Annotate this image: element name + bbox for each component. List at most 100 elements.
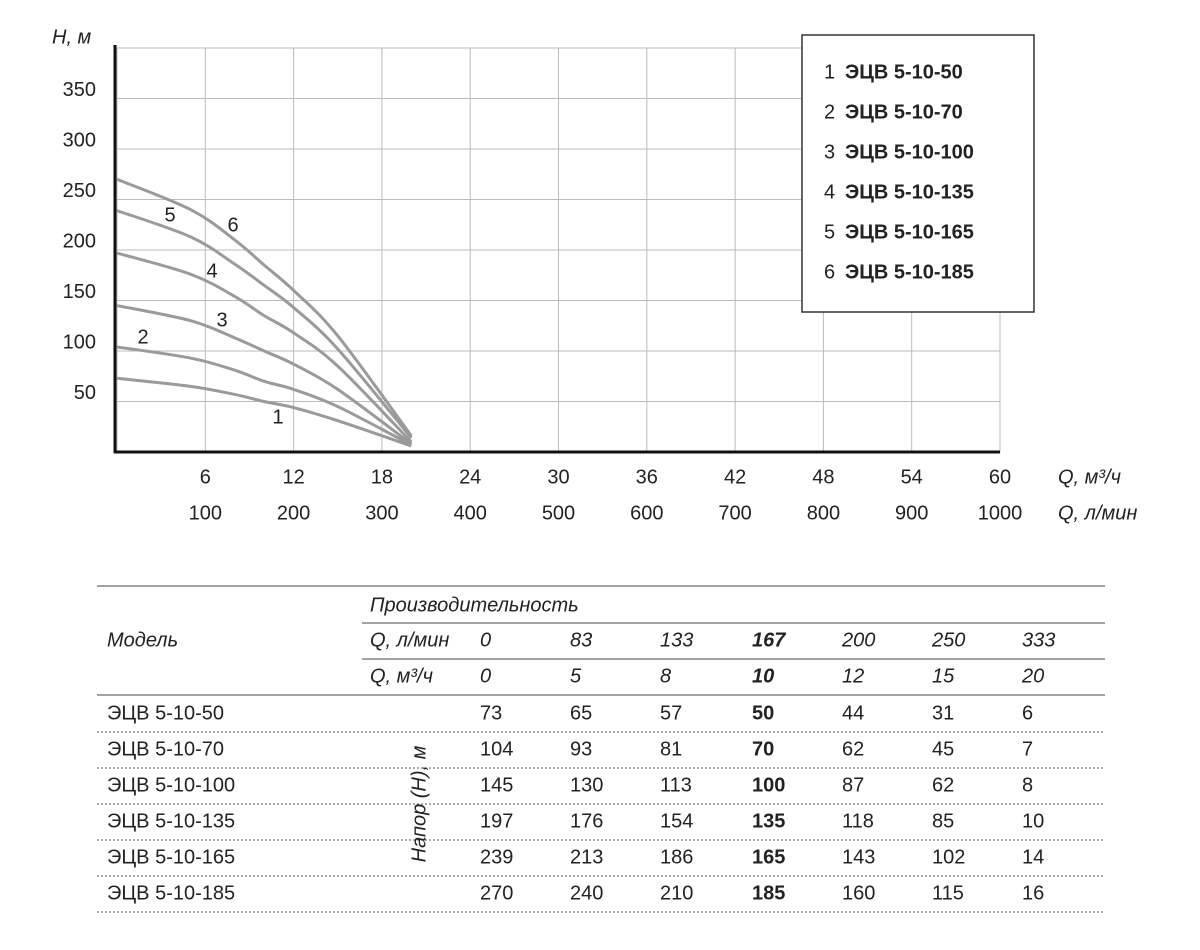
flow-value: 83 bbox=[570, 629, 592, 651]
curve bbox=[116, 251, 413, 443]
x-tick-label: 12 bbox=[282, 466, 304, 488]
head-value: 160 bbox=[842, 882, 875, 904]
flow-value: 0 bbox=[480, 629, 491, 651]
x-axis-title: Q, м³/ч bbox=[1058, 466, 1121, 488]
x2-tick-label: 500 bbox=[542, 502, 575, 524]
curve bbox=[116, 177, 413, 437]
head-value: 210 bbox=[660, 882, 693, 904]
model-name: ЭЦВ 5-10-70 bbox=[107, 738, 224, 760]
legend-label: ЭЦВ 5-10-135 bbox=[845, 181, 974, 203]
legend-number: 2 bbox=[824, 101, 835, 123]
head-value: 50 bbox=[752, 702, 774, 724]
head-value: 10 bbox=[1022, 810, 1044, 832]
y-tick-label: 100 bbox=[63, 331, 96, 353]
x-tick-label: 18 bbox=[371, 466, 393, 488]
flow-value: 133 bbox=[660, 629, 693, 651]
head-value: 176 bbox=[570, 810, 603, 832]
legend-number: 5 bbox=[824, 221, 835, 243]
x-tick-label: 48 bbox=[812, 466, 834, 488]
model-header: Модель bbox=[107, 629, 178, 651]
head-value: 62 bbox=[842, 738, 864, 760]
legend-number: 6 bbox=[824, 261, 835, 283]
legend-label: ЭЦВ 5-10-165 bbox=[845, 221, 974, 243]
y-tick-label: 300 bbox=[63, 129, 96, 151]
curve bbox=[116, 209, 413, 439]
head-value: 6 bbox=[1022, 702, 1033, 724]
flow-label: Q, л/мин bbox=[370, 629, 449, 651]
x-tick-label: 6 bbox=[200, 466, 211, 488]
head-value: 7 bbox=[1022, 738, 1033, 760]
x-tick-label: 30 bbox=[547, 466, 569, 488]
head-value: 81 bbox=[660, 738, 682, 760]
head-value: 154 bbox=[660, 810, 693, 832]
y-tick-label: 350 bbox=[63, 79, 96, 101]
flow-value: 5 bbox=[570, 665, 582, 687]
head-value: 73 bbox=[480, 702, 502, 724]
legend-number: 1 bbox=[824, 61, 835, 83]
head-value: 62 bbox=[932, 774, 954, 796]
curve-label: 4 bbox=[206, 260, 217, 282]
legend-box bbox=[801, 34, 1035, 313]
head-value: 185 bbox=[752, 882, 785, 904]
head-value: 165 bbox=[752, 846, 785, 868]
head-value: 197 bbox=[480, 810, 513, 832]
model-name: ЭЦВ 5-10-50 bbox=[107, 702, 224, 724]
x-tick-label: 36 bbox=[636, 466, 658, 488]
y-tick-label: 50 bbox=[74, 382, 96, 404]
head-value: 44 bbox=[842, 702, 864, 724]
x2-tick-label: 1000 bbox=[978, 502, 1023, 524]
y-tick-label: 200 bbox=[63, 230, 96, 252]
model-name: ЭЦВ 5-10-165 bbox=[107, 846, 235, 868]
head-value: 100 bbox=[752, 774, 785, 796]
model-name: ЭЦВ 5-10-100 bbox=[107, 774, 235, 796]
head-value: 16 bbox=[1022, 882, 1044, 904]
x2-tick-label: 700 bbox=[718, 502, 751, 524]
curve bbox=[116, 345, 413, 447]
head-value: 31 bbox=[932, 702, 954, 724]
head-value: 65 bbox=[570, 702, 592, 724]
legend-number: 3 bbox=[824, 141, 835, 163]
x2-tick-label: 200 bbox=[277, 502, 310, 524]
x-tick-label: 42 bbox=[724, 466, 746, 488]
head-value: 213 bbox=[570, 846, 603, 868]
model-name: ЭЦВ 5-10-185 bbox=[107, 882, 235, 904]
head-value: 45 bbox=[932, 738, 954, 760]
y-tick-label: 250 bbox=[63, 180, 96, 202]
legend-number: 4 bbox=[824, 181, 835, 203]
head-value: 93 bbox=[570, 738, 592, 760]
head-label: Напор (Н), м bbox=[408, 745, 430, 862]
head-value: 240 bbox=[570, 882, 603, 904]
head-value: 87 bbox=[842, 774, 864, 796]
head-value: 115 bbox=[932, 882, 964, 904]
flow-value: 0 bbox=[480, 665, 491, 687]
flow-value: 20 bbox=[1021, 665, 1044, 687]
legend-label: ЭЦВ 5-10-100 bbox=[845, 141, 974, 163]
head-value: 14 bbox=[1022, 846, 1044, 868]
model-name: ЭЦВ 5-10-135 bbox=[107, 810, 235, 832]
head-value: 270 bbox=[480, 882, 513, 904]
curve bbox=[116, 376, 412, 448]
x2-tick-label: 400 bbox=[454, 502, 487, 524]
curve bbox=[116, 304, 413, 446]
y-axis-title: Н, м bbox=[52, 26, 92, 48]
curve-label: 3 bbox=[216, 309, 227, 331]
head-value: 102 bbox=[932, 846, 965, 868]
head-value: 145 bbox=[480, 774, 513, 796]
curve-label: 5 bbox=[164, 204, 175, 226]
head-value: 130 bbox=[570, 774, 603, 796]
curve-label: 1 bbox=[272, 406, 283, 428]
x-tick-label: 60 bbox=[989, 466, 1011, 488]
x2-tick-label: 900 bbox=[895, 502, 928, 524]
head-value: 239 bbox=[480, 846, 513, 868]
x-tick-label: 24 bbox=[459, 466, 481, 488]
flow-value: 12 bbox=[842, 665, 864, 687]
x2-tick-label: 300 bbox=[365, 502, 398, 524]
flow-value: 333 bbox=[1022, 629, 1055, 651]
legend-label: ЭЦВ 5-10-185 bbox=[845, 261, 974, 283]
curve-label: 6 bbox=[227, 214, 238, 236]
flow-value: 8 bbox=[660, 665, 671, 687]
head-value: 135 bbox=[752, 810, 785, 832]
head-value: 57 bbox=[660, 702, 682, 724]
flow-label: Q, м³/ч bbox=[370, 665, 433, 687]
